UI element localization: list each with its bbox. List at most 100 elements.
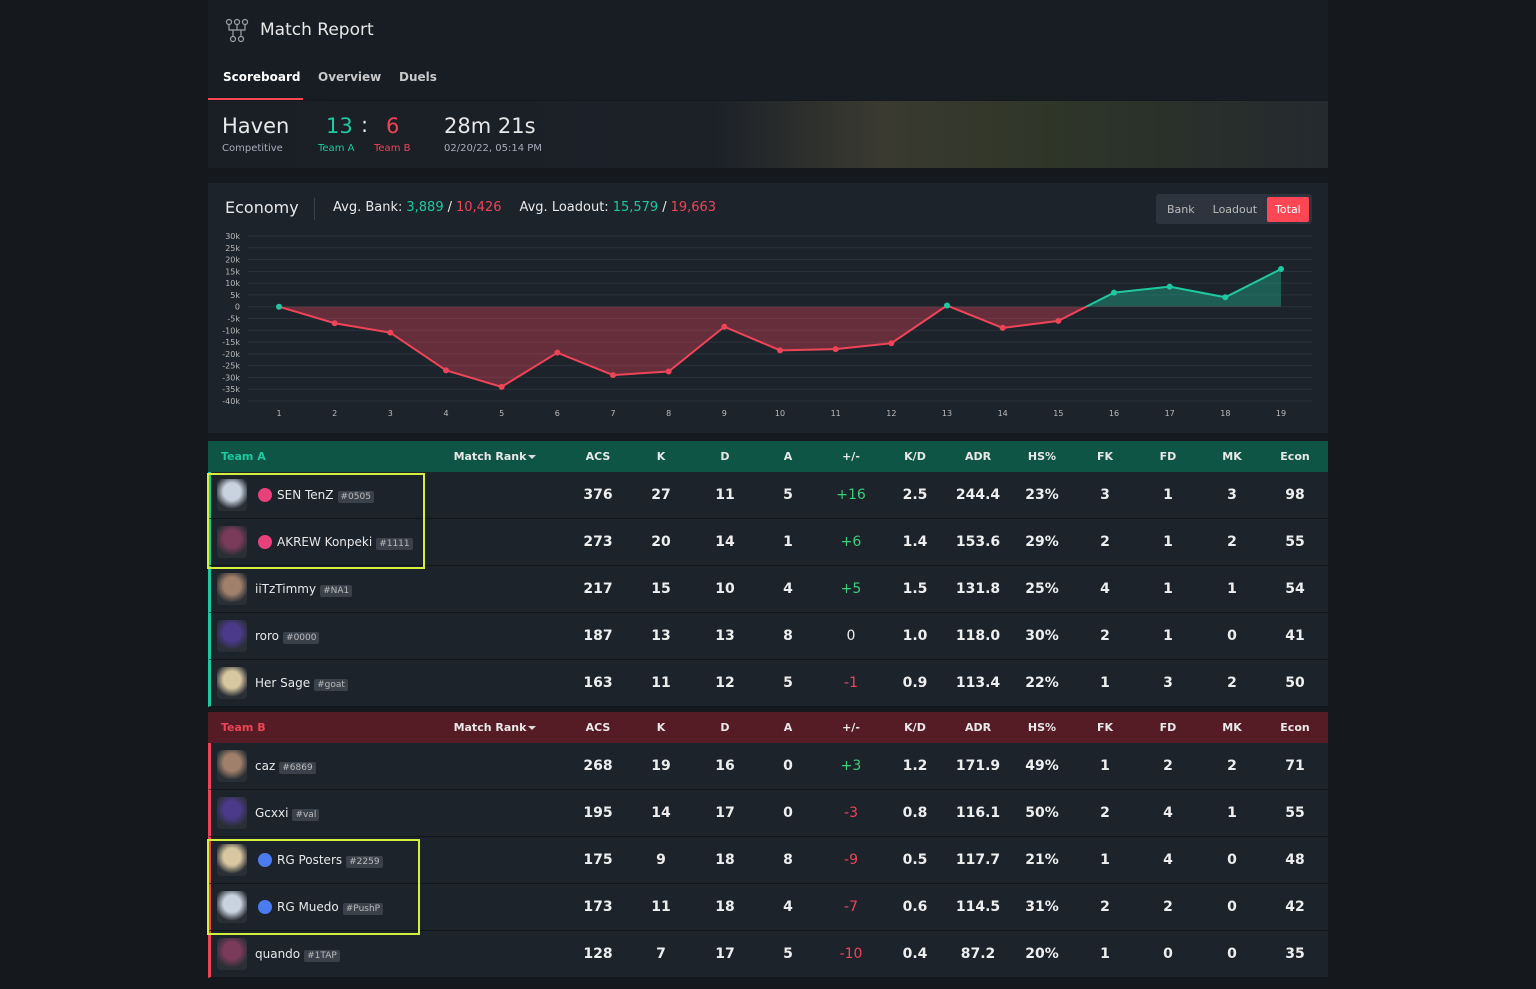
score-separator: : — [361, 113, 368, 137]
x-tick-label: 8 — [666, 409, 671, 418]
x-tick-label: 9 — [722, 409, 727, 418]
x-tick-label: 3 — [388, 409, 393, 418]
x-tick-label: 5 — [499, 409, 504, 418]
stat-cell: 55 — [1255, 790, 1335, 836]
mode: Competitive — [222, 143, 283, 154]
y-tick-label: 0 — [235, 303, 240, 312]
point — [1111, 290, 1117, 296]
point — [387, 330, 393, 336]
avg-loadout-b: 19,663 — [671, 200, 717, 215]
point — [721, 324, 727, 330]
y-tick-label: 25k — [225, 244, 240, 253]
point — [666, 369, 672, 375]
player-tag: #goat — [314, 679, 348, 691]
player-name[interactable]: quando — [255, 947, 300, 961]
player-name[interactable]: iiTzTimmy — [255, 582, 316, 596]
y-tick-label: 10k — [225, 279, 240, 288]
stat-cell: 41 — [1255, 613, 1335, 659]
toggle-button[interactable]: Bank — [1159, 197, 1203, 222]
tab[interactable]: Overview — [318, 70, 381, 84]
toggle-button[interactable]: Loadout — [1205, 197, 1265, 222]
stat-cell: 54 — [1255, 566, 1335, 612]
stat-cell: 50 — [1255, 660, 1335, 706]
player-row: quando#1TAP1287175-100.487.220%10035 — [208, 931, 1328, 978]
area — [279, 269, 1281, 387]
point — [1222, 294, 1228, 300]
point — [1055, 318, 1061, 324]
player-name[interactable]: roro — [255, 629, 279, 643]
player-row: Her Sage#goat16311125-10.9113.422%13250 — [208, 660, 1328, 707]
player-row: roro#00001871313801.0118.030%21041 — [208, 613, 1328, 660]
y-tick-label: -25k — [222, 362, 240, 371]
player-tag: #NA1 — [320, 585, 352, 597]
avatar — [217, 667, 247, 699]
point — [777, 347, 783, 353]
map-name: Haven — [222, 114, 289, 138]
x-tick-label: 2 — [332, 409, 337, 418]
player-tag: #1TAP — [304, 950, 340, 962]
stat-cell: 48 — [1255, 837, 1335, 883]
player-tag: #val — [292, 809, 319, 821]
active-tab-underline — [208, 98, 303, 100]
column-header[interactable]: Match Rank — [450, 712, 530, 743]
column-header: Econ — [1255, 712, 1335, 743]
match-date: 02/20/22, 05:14 PM — [444, 143, 542, 154]
point — [1167, 284, 1173, 290]
economy-panel: Economy Avg. Bank:3,889/10,426 Avg. Load… — [208, 183, 1328, 433]
slash: / — [448, 200, 452, 215]
toggle-group: BankLoadoutTotal — [1156, 194, 1312, 224]
x-tick-label: 10 — [775, 409, 785, 418]
x-tick-label: 1 — [276, 409, 281, 418]
y-tick-label: 20k — [225, 256, 240, 265]
stat-cell: 71 — [1255, 743, 1335, 789]
y-tick-label: -5k — [227, 315, 240, 324]
team-a-label: Team A — [318, 143, 354, 154]
player-row: Gcxxi#val19514170-30.8116.150%24155 — [208, 790, 1328, 837]
tab[interactable]: Scoreboard — [223, 70, 301, 84]
avatar — [217, 573, 247, 605]
player-name[interactable]: Her Sage — [255, 676, 310, 690]
y-tick-label: -40k — [222, 397, 240, 406]
player-row: iiTzTimmy#NA121715104+51.5131.825%41154 — [208, 566, 1328, 613]
avg-loadout-label: Avg. Loadout: — [519, 200, 608, 215]
player-name-group: Her Sage #goat — [255, 660, 348, 708]
avg-bank-a: 3,889 — [406, 200, 443, 215]
point — [1000, 325, 1006, 331]
team-header: Team BMatch RankACSKDA+/-K/DADRHS%FKFDMK… — [208, 712, 1328, 743]
highlight-box — [207, 473, 425, 569]
player-tag: #6869 — [279, 762, 315, 774]
team-name: Team A — [221, 441, 266, 472]
tab[interactable]: Duels — [399, 70, 437, 84]
point — [610, 372, 616, 378]
team-header: Team AMatch RankACSKDA+/-K/DADRHS%FKFDMK… — [208, 441, 1328, 472]
column-header[interactable]: Match Rank — [450, 441, 530, 472]
player-name-group: iiTzTimmy #NA1 — [255, 566, 352, 614]
x-tick-label: 12 — [886, 409, 896, 418]
y-tick-label: -35k — [222, 385, 240, 394]
player-name[interactable]: caz — [255, 759, 275, 773]
player-name[interactable]: Gcxxi — [255, 806, 288, 820]
score-b: 6 — [386, 114, 399, 138]
stat-cell: 98 — [1255, 472, 1335, 518]
player-name-group: roro#0000 — [255, 613, 319, 661]
x-tick-label: 17 — [1165, 409, 1175, 418]
avg-bank-b: 10,426 — [456, 200, 502, 215]
y-tick-label: -20k — [222, 350, 240, 359]
economy-stats: Avg. Bank:3,889/10,426 Avg. Loadout:15,5… — [333, 200, 716, 215]
toggle-button[interactable]: Total — [1267, 197, 1309, 222]
x-tick-label: 13 — [942, 409, 952, 418]
slash: / — [662, 200, 666, 215]
sort-arrow — [528, 726, 536, 734]
sort-arrow — [528, 455, 536, 463]
player-name-group: quando #1TAP — [255, 931, 340, 979]
y-tick-label: 30k — [225, 232, 240, 241]
point — [833, 346, 839, 352]
x-tick-label: 18 — [1220, 409, 1230, 418]
player-name-group: Gcxxi #val — [255, 790, 319, 838]
divider — [314, 198, 315, 220]
player-name-group: caz #6869 — [255, 743, 316, 791]
player-row: caz#686926819160+31.2171.949%12271 — [208, 743, 1328, 790]
team-b-label: Team B — [374, 143, 410, 154]
point — [443, 367, 449, 373]
